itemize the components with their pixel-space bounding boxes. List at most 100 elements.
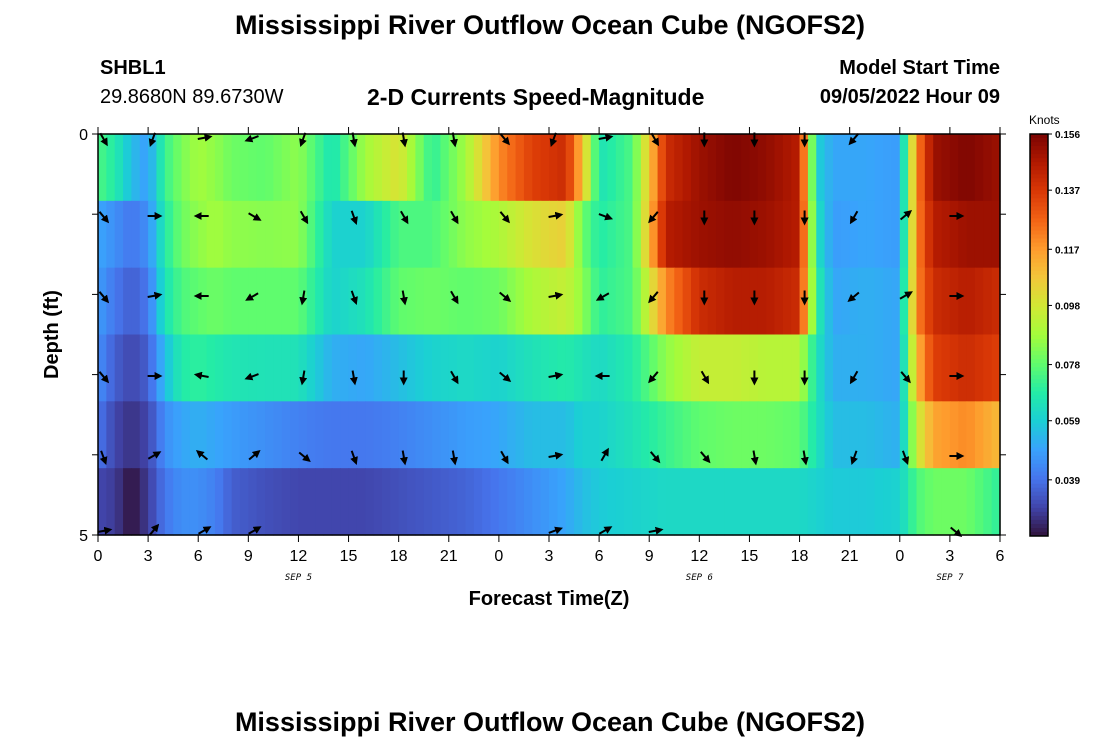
heatmap-cell [440, 267, 450, 336]
heatmap-cell [749, 468, 759, 536]
heatmap-cell [290, 401, 300, 469]
current-arrow [548, 291, 564, 300]
heatmap-cell [465, 334, 475, 402]
heatmap-cell [707, 134, 717, 202]
heatmap-cell [239, 267, 249, 336]
heatmap-cell [148, 267, 158, 336]
heatmap-cell [924, 334, 934, 402]
colorbar-segment [1030, 531, 1048, 537]
heatmap-cell [164, 200, 174, 269]
current-arrow [350, 210, 358, 225]
x-tick-label: 6 [194, 548, 203, 565]
heatmap-cell [991, 267, 1001, 336]
heatmap-cell [114, 401, 124, 469]
current-arrow [950, 526, 963, 538]
current-arrow [800, 450, 809, 466]
heatmap-cell [624, 200, 634, 269]
heatmap-cell [214, 334, 224, 402]
heatmap-cell [574, 401, 584, 469]
x-tick-label: 18 [390, 548, 408, 565]
heatmap-cell [916, 468, 926, 536]
heatmap-cell [933, 468, 943, 536]
heatmap-cell [557, 401, 567, 469]
colorbar-tick-label: 0.117 [1055, 245, 1080, 256]
heatmap-cell [866, 134, 876, 202]
heatmap-cell [816, 267, 826, 336]
heatmap-cell [674, 468, 684, 536]
heatmap-cell [106, 200, 116, 269]
heatmap-cell [866, 468, 876, 536]
heatmap-cell [265, 468, 274, 536]
heatmap-cell [114, 134, 124, 202]
heatmap-cell [933, 334, 943, 402]
x-tick-label: 3 [545, 548, 554, 565]
heatmap-cell [841, 200, 851, 269]
heatmap-cell [899, 334, 909, 402]
heatmap-cell [148, 334, 158, 402]
x-tick-label: 12 [690, 548, 708, 565]
heatmap-cell [599, 468, 609, 536]
heatmap-cell [624, 401, 634, 469]
heatmap-cell [682, 267, 692, 336]
heatmap-cell [782, 401, 792, 469]
heatmap-cell [98, 134, 107, 202]
heatmap-cell [148, 134, 158, 202]
heatmap-cell [540, 267, 550, 336]
heatmap-cell [390, 200, 400, 269]
heatmap-cell [198, 334, 208, 402]
current-arrow [244, 372, 259, 381]
heatmap-cell [465, 134, 475, 202]
heatmap-cell [340, 200, 350, 269]
heatmap-cell [515, 267, 525, 336]
heatmap-cell [699, 334, 709, 402]
heatmap-cell [373, 267, 383, 336]
heatmap-cell [306, 401, 316, 469]
heatmap-cell [381, 200, 391, 269]
heatmap-cell [507, 334, 517, 402]
current-arrow [499, 291, 512, 303]
heatmap-cell [306, 134, 316, 202]
colorbar-segment [1030, 523, 1048, 529]
heatmap-cell [315, 401, 325, 469]
heatmap-cell [331, 468, 341, 536]
heatmap-cell [482, 334, 492, 402]
heatmap-cell [457, 334, 467, 402]
colorbar-segment [1030, 471, 1048, 477]
colorbar-segment [1030, 306, 1048, 312]
heatmap-cell [908, 334, 918, 402]
heatmap-cell [874, 401, 884, 469]
heatmap-cell [933, 200, 943, 269]
heatmap-cell [849, 134, 859, 202]
heatmap-cell [574, 200, 584, 269]
current-arrow [499, 371, 512, 383]
heatmap-cell [239, 334, 249, 402]
x-tick-label: 0 [895, 548, 904, 565]
heatmap-cell [816, 134, 826, 202]
colorbar-segment [1030, 363, 1048, 368]
heatmap-cell [557, 200, 567, 269]
heatmap-cell [732, 200, 742, 269]
heatmap-cell [507, 401, 517, 469]
heatmap-cell [807, 267, 817, 336]
colorbar-segment [1030, 178, 1048, 183]
heatmap-cell [273, 401, 283, 469]
heatmap-cell [265, 200, 274, 269]
heatmap-cell [991, 468, 1001, 536]
heatmap-cell [632, 134, 642, 202]
heatmap-cell [131, 468, 141, 536]
heatmap-cell [448, 267, 458, 336]
heatmap-cell [415, 468, 425, 536]
heatmap-cell [958, 267, 968, 336]
heatmap-cell [557, 468, 567, 536]
current-arrow [849, 210, 859, 225]
colorbar-segment [1030, 250, 1048, 256]
heatmap-cell [599, 200, 609, 269]
current-arrow [499, 211, 510, 224]
heatmap-cell [599, 267, 609, 336]
heatmap-cell [164, 267, 174, 336]
colorbar-segment [1030, 310, 1048, 316]
heatmap-cell [624, 468, 634, 536]
heatmap-cell [799, 134, 809, 202]
heatmap-cell [465, 468, 475, 536]
current-arrow [399, 450, 408, 466]
